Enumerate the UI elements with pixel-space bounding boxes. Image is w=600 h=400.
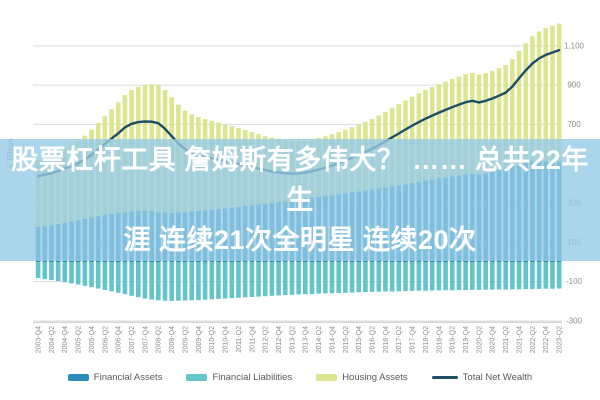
svg-text:2021-Q4: 2021-Q4 [516, 326, 523, 353]
legend-item-financial-assets: Financial Assets [67, 372, 163, 383]
svg-text:2017-Q2: 2017-Q2 [396, 326, 403, 353]
overlay-banner: 股票杠杆工具 詹姆斯有多伟大？ …… 总共22年生 涯 连续21次全明星 连续2… [0, 139, 600, 261]
svg-text:2016-Q2: 2016-Q2 [370, 326, 377, 353]
svg-text:2013-Q4: 2013-Q4 [303, 326, 310, 353]
svg-text:2014-Q2: 2014-Q2 [316, 326, 323, 353]
svg-text:2022-Q2: 2022-Q2 [530, 326, 537, 353]
svg-text:2019-Q4: 2019-Q4 [463, 326, 470, 353]
legend-item-financial-liabilities: Financial Liabilities [186, 372, 292, 383]
svg-text:-300: -300 [566, 316, 583, 325]
svg-text:2008-Q2: 2008-Q2 [156, 326, 163, 353]
svg-text:2021-Q2: 2021-Q2 [503, 326, 510, 353]
svg-text:2020-Q4: 2020-Q4 [490, 326, 497, 353]
overlay-text: 股票杠杆工具 詹姆斯有多伟大？ …… 总共22年生 涯 连续21次全明星 连续2… [0, 140, 600, 260]
svg-text:2018-Q2: 2018-Q2 [423, 326, 430, 353]
svg-text:2006-Q2: 2006-Q2 [102, 326, 109, 353]
svg-text:2012-Q2: 2012-Q2 [263, 326, 270, 353]
svg-text:2018-Q4: 2018-Q4 [436, 326, 443, 353]
svg-text:700: 700 [567, 120, 581, 129]
legend-label: Total Net Wealth [462, 372, 533, 383]
svg-text:2019-Q2: 2019-Q2 [450, 326, 457, 353]
svg-text:2003-Q4: 2003-Q4 [36, 326, 43, 353]
svg-text:2015-Q2: 2015-Q2 [343, 326, 350, 353]
housing-assets-swatch-icon [316, 374, 338, 381]
svg-text:1,100: 1,100 [564, 41, 585, 50]
svg-text:2005-Q4: 2005-Q4 [89, 326, 96, 353]
svg-text:2013-Q2: 2013-Q2 [289, 326, 296, 353]
svg-text:2011-Q4: 2011-Q4 [249, 326, 256, 353]
svg-text:2007-Q2: 2007-Q2 [129, 326, 136, 353]
svg-text:2006-Q4: 2006-Q4 [116, 326, 123, 353]
svg-text:2005-Q2: 2005-Q2 [76, 326, 83, 353]
svg-text:2004-Q2: 2004-Q2 [49, 326, 56, 353]
svg-text:-100: -100 [566, 277, 583, 286]
svg-text:2009-Q4: 2009-Q4 [196, 326, 203, 353]
legend-item-total-net-wealth: Total Net Wealth [431, 372, 533, 383]
overlay-text-line1: 股票杠杆工具 詹姆斯有多伟大？ …… 总共22年生 [11, 145, 589, 215]
svg-text:2023-Q2: 2023-Q2 [557, 326, 564, 353]
svg-text:2014-Q4: 2014-Q4 [329, 326, 336, 353]
svg-text:2010-Q4: 2010-Q4 [223, 326, 230, 353]
legend-label: Financial Assets [93, 372, 163, 383]
total-net-wealth-line-icon [431, 376, 458, 379]
svg-text:2009-Q2: 2009-Q2 [182, 326, 189, 353]
svg-text:2010-Q2: 2010-Q2 [209, 326, 216, 353]
svg-text:900: 900 [567, 81, 581, 90]
svg-text:2012-Q4: 2012-Q4 [276, 326, 283, 353]
svg-text:2008-Q4: 2008-Q4 [169, 326, 176, 353]
x-axis-labels: 2003-Q4 2004-Q2 2004-Q4 2005-Q2 2005-Q4 2006-… [36, 326, 564, 353]
svg-text:2004-Q4: 2004-Q4 [62, 326, 69, 353]
svg-text:2007-Q4: 2007-Q4 [142, 326, 149, 353]
legend-item-housing-assets: Housing Assets [316, 372, 408, 383]
chart-legend: Financial Assets Financial Liabilities H… [0, 372, 600, 383]
financial-liabilities-swatch-icon [186, 374, 208, 381]
svg-text:2020-Q2: 2020-Q2 [476, 326, 483, 353]
overlay-text-line2: 涯 连续21次全明星 连续20次 [123, 225, 477, 255]
svg-text:2022-Q4: 2022-Q4 [543, 326, 550, 353]
svg-text:2017-Q4: 2017-Q4 [410, 326, 417, 353]
svg-text:2016-Q4: 2016-Q4 [383, 326, 390, 353]
svg-text:2015-Q4: 2015-Q4 [356, 326, 363, 353]
legend-label: Housing Assets [342, 372, 408, 383]
legend-label: Financial Liabilities [212, 372, 293, 383]
financial-assets-swatch-icon [67, 374, 89, 381]
svg-text:2011-Q2: 2011-Q2 [236, 326, 243, 353]
